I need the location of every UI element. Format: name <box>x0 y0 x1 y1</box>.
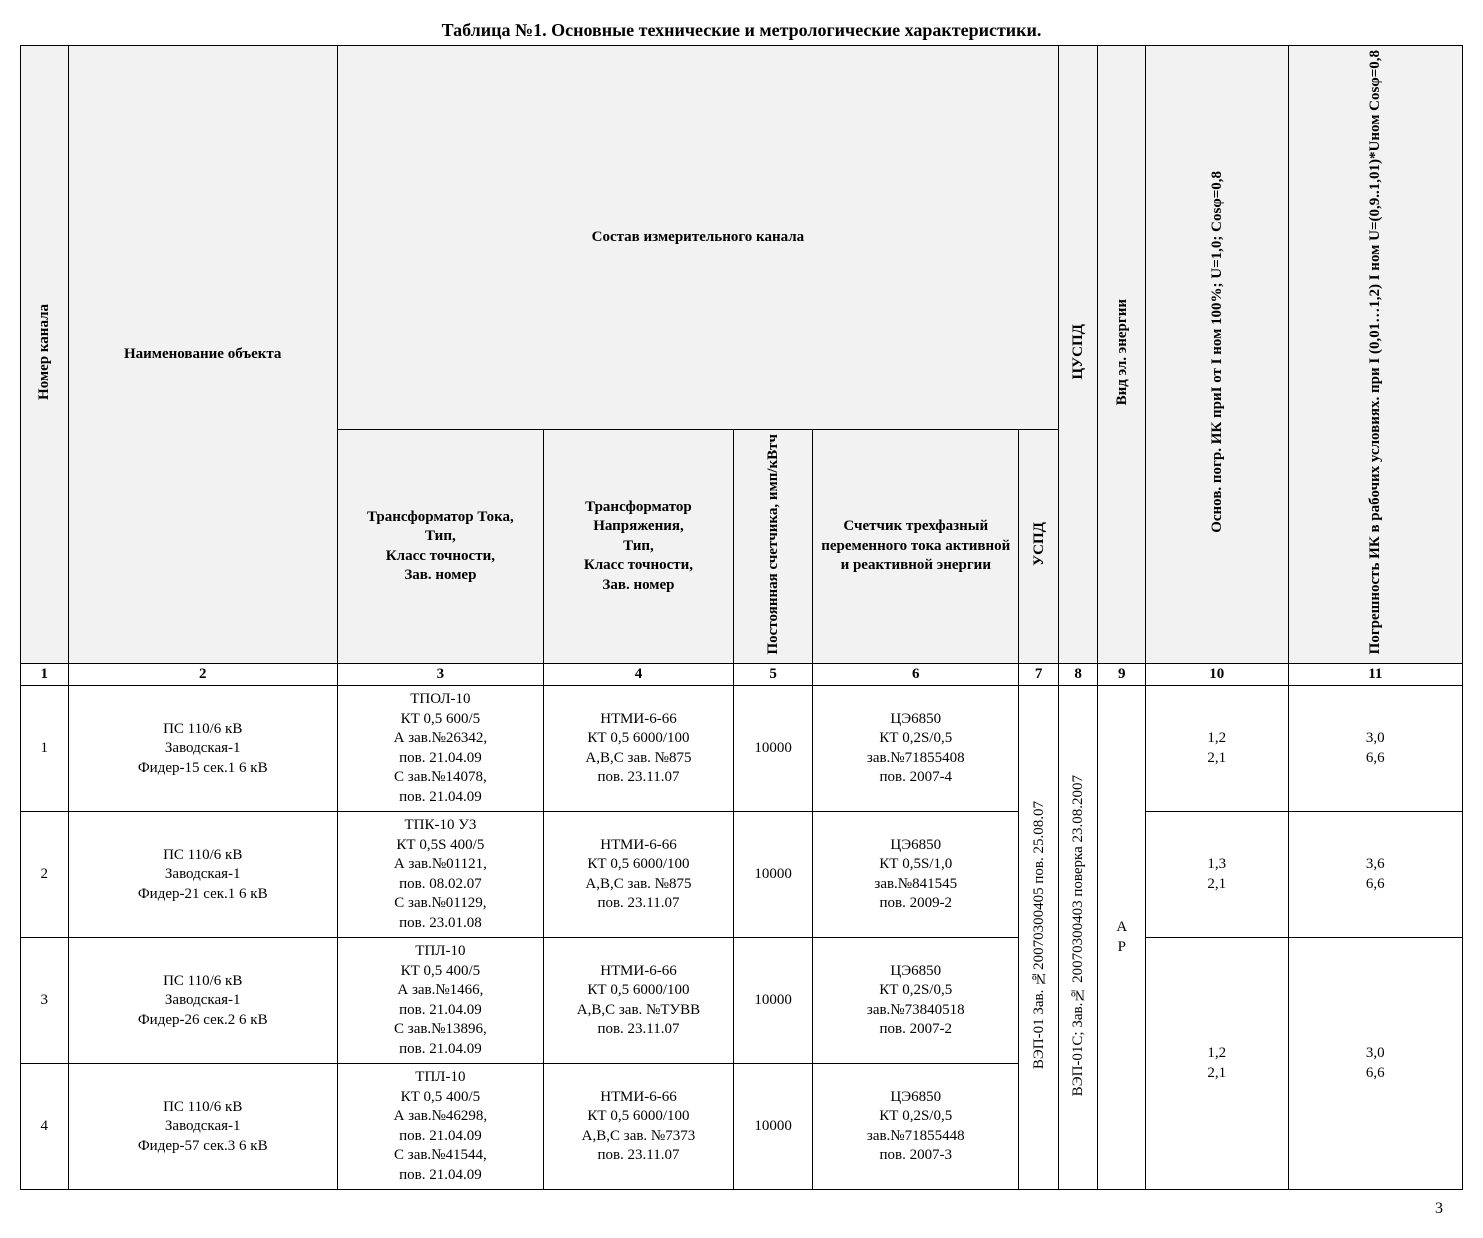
cell-object: ПС 110/6 кВ Заводская-1 Фидер-15 сек.1 6… <box>68 686 337 812</box>
colnum-4: 4 <box>543 664 733 686</box>
header-channel-number: Номер канала <box>21 46 69 664</box>
colnum-9: 9 <box>1098 664 1146 686</box>
column-number-row: 1 2 3 4 5 6 7 8 9 10 11 <box>21 664 1463 686</box>
cell-ct: ТПЛ-10 КТ 0,5 400/5 А зав.№1466, пов. 21… <box>337 938 543 1064</box>
cell-object: ПС 110/6 кВ Заводская-1 Фидер-26 сек.2 6… <box>68 938 337 1064</box>
cell-constant: 10000 <box>734 938 813 1064</box>
cell-meter: ЦЭ6850 КТ 0,5S/1,0 зав.№841545 пов. 2009… <box>813 812 1019 938</box>
colnum-10: 10 <box>1146 664 1289 686</box>
cell-vt: НТМИ-6-66 КТ 0,5 6000/100 А,В,С зав. №87… <box>543 812 733 938</box>
cell-meter: ЦЭ6850 КТ 0,2S/0,5 зав.№71855448 пов. 20… <box>813 1064 1019 1190</box>
colnum-7: 7 <box>1019 664 1059 686</box>
cell-ct: ТПЛ-10 КТ 0,5 400/5 А зав.№46298, пов. 2… <box>337 1064 543 1190</box>
table-title: Таблица №1. Основные технические и метро… <box>20 20 1463 41</box>
cell-vt: НТМИ-6-66 КТ 0,5 6000/100 А,В,С зав. №73… <box>543 1064 733 1190</box>
cell-vt: НТМИ-6-66 КТ 0,5 6000/100 А,В,С зав. №ТУ… <box>543 938 733 1064</box>
page-number: 3 <box>20 1200 1463 1218</box>
cell-err11: 3,6 6,6 <box>1288 812 1462 938</box>
header-voltage-transformer: Трансформатор Напряжения, Тип, Класс точ… <box>543 429 733 663</box>
cell-channel-number: 1 <box>21 686 69 812</box>
header-work-error: Погрешность ИК в рабочих условиях. при I… <box>1288 46 1462 664</box>
cell-channel-number: 2 <box>21 812 69 938</box>
table-row: 2ПС 110/6 кВ Заводская-1 Фидер-21 сек.1 … <box>21 812 1463 938</box>
header-energy-type: Вид эл. энергии <box>1098 46 1146 664</box>
header-meter-constant: Постоянная счетчика, имп/кВтч <box>734 429 813 663</box>
header-group: Состав измерительного канала <box>337 46 1058 430</box>
cell-err10: 1,2 2,1 <box>1146 686 1289 812</box>
cell-uspd: ВЭП-01 Зав. №20070300405 пов. 25.08.07 <box>1019 686 1059 1190</box>
cell-constant: 10000 <box>734 686 813 812</box>
cell-ct: ТПОЛ-10 КТ 0,5 600/5 А зав.№26342, пов. … <box>337 686 543 812</box>
cell-channel-number: 3 <box>21 938 69 1064</box>
header-current-transformer: Трансформатор Тока, Тип, Класс точности,… <box>337 429 543 663</box>
cell-err10: 1,2 2,1 <box>1146 938 1289 1190</box>
cell-err11: 3,0 6,6 <box>1288 938 1462 1190</box>
cell-object: ПС 110/6 кВ Заводская-1 Фидер-21 сек.1 6… <box>68 812 337 938</box>
cell-err11: 3,0 6,6 <box>1288 686 1462 812</box>
cell-meter: ЦЭ6850 КТ 0,2S/0,5 зав.№71855408 пов. 20… <box>813 686 1019 812</box>
header-meter: Счетчик трехфазный переменного тока акти… <box>813 429 1019 663</box>
colnum-8: 8 <box>1058 664 1098 686</box>
cell-meter: ЦЭ6850 КТ 0,2S/0,5 зав.№73840518 пов. 20… <box>813 938 1019 1064</box>
table-row: 3ПС 110/6 кВ Заводская-1 Фидер-26 сек.2 … <box>21 938 1463 1064</box>
header-object-name: Наименование объекта <box>68 46 337 664</box>
cell-ct: ТПК-10 У3 КТ 0,5S 400/5 А зав.№01121, по… <box>337 812 543 938</box>
header-uspd: УСПД <box>1019 429 1059 663</box>
table-row: 1ПС 110/6 кВ Заводская-1 Фидер-15 сек.1 … <box>21 686 1463 812</box>
colnum-6: 6 <box>813 664 1019 686</box>
main-table: Номер канала Наименование объекта Состав… <box>20 45 1463 1190</box>
header-cuspd: ЦУСПД <box>1058 46 1098 664</box>
cell-energy: А Р <box>1098 686 1146 1190</box>
colnum-11: 11 <box>1288 664 1462 686</box>
cell-object: ПС 110/6 кВ Заводская-1 Фидер-57 сек.3 6… <box>68 1064 337 1190</box>
colnum-1: 1 <box>21 664 69 686</box>
cell-constant: 10000 <box>734 1064 813 1190</box>
header-main-error: Основ. погр. ИК приI от I ном 100%; U=1,… <box>1146 46 1289 664</box>
cell-vt: НТМИ-6-66 КТ 0,5 6000/100 А,В,С зав. №87… <box>543 686 733 812</box>
colnum-5: 5 <box>734 664 813 686</box>
cell-constant: 10000 <box>734 812 813 938</box>
colnum-3: 3 <box>337 664 543 686</box>
cell-err10: 1,3 2,1 <box>1146 812 1289 938</box>
cell-cuspd: ВЭП-01С; Зав.№ 20070300403 поверка 23.08… <box>1058 686 1098 1190</box>
colnum-2: 2 <box>68 664 337 686</box>
cell-channel-number: 4 <box>21 1064 69 1190</box>
